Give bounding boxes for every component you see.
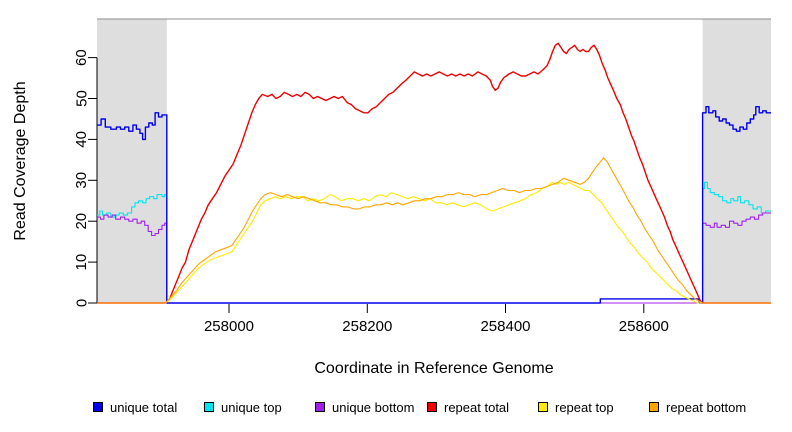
series-line-repeat-top <box>97 181 771 304</box>
y-tick-label: 40 <box>73 131 90 148</box>
x-tick-label: 258200 <box>342 318 392 335</box>
legend-item-repeat-top: repeat top <box>538 401 614 415</box>
masked-region-right <box>702 19 771 303</box>
x-axis-title: Coordinate in Reference Genome <box>314 360 554 377</box>
legend-label-repeat-total: repeat total <box>444 400 510 415</box>
legend-swatch-repeat-top <box>538 402 548 412</box>
legend-label-unique-bottom: unique bottom <box>332 400 415 415</box>
legend: unique total unique top unique bottom repea… <box>0 401 792 417</box>
x-tick-label: 258000 <box>204 318 254 335</box>
legend-item-unique-top: unique top <box>204 401 282 415</box>
legend-item-repeat-total: repeat total <box>427 401 509 415</box>
series-line-unique-total <box>97 105 771 304</box>
y-tick-label: 10 <box>73 254 90 271</box>
plot-area: 0 10 20 30 40 50 60 258000 258200 258400 258600 <box>73 18 771 335</box>
y-tick-label: 20 <box>73 213 90 230</box>
y-axis-title: Read Coverage Depth <box>12 81 29 241</box>
legend-label-repeat-top: repeat top <box>555 400 614 415</box>
series-line-unique-top <box>97 181 771 304</box>
legend-swatch-repeat-bottom <box>649 402 659 412</box>
x-tick-label: 258600 <box>619 318 669 335</box>
masked-region-left <box>97 19 167 303</box>
legend-item-repeat-bottom: repeat bottom <box>649 401 746 415</box>
y-tick-label: 0 <box>73 299 90 307</box>
legend-item-unique-total: unique total <box>93 401 177 415</box>
y-tick-label: 50 <box>73 90 90 107</box>
series-line-repeat-bottom <box>97 157 771 304</box>
legend-swatch-unique-total <box>93 402 103 412</box>
legend-label-repeat-bottom: repeat bottom <box>666 400 747 415</box>
series-line-repeat-total <box>97 42 771 304</box>
y-tick-label: 60 <box>73 49 90 66</box>
legend-label-unique-top: unique top <box>221 400 282 415</box>
legend-swatch-unique-top <box>204 402 214 412</box>
y-tick-label: 30 <box>73 172 90 189</box>
legend-label-unique-total: unique total <box>110 400 178 415</box>
series-line-unique-bottom <box>97 212 771 304</box>
legend-swatch-repeat-total <box>427 402 437 412</box>
x-tick-label: 258400 <box>480 318 530 335</box>
legend-swatch-unique-bottom <box>315 402 325 412</box>
legend-item-unique-bottom: unique bottom <box>315 401 414 415</box>
